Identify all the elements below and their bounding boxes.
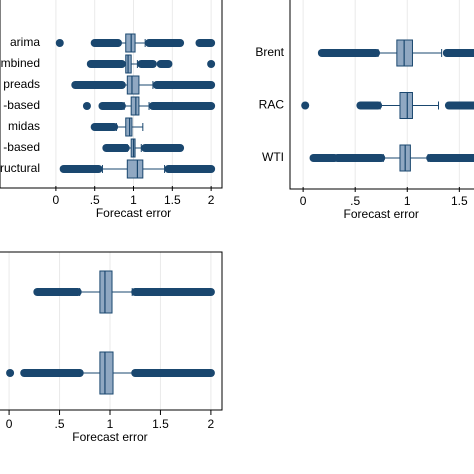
category-label: mbined bbox=[1, 56, 40, 70]
outlier bbox=[55, 39, 64, 47]
x-tick-label: 0 bbox=[53, 193, 60, 207]
x-tick-label: 2 bbox=[208, 193, 215, 207]
x-tick-label: 1.5 bbox=[164, 193, 181, 207]
box bbox=[130, 96, 140, 116]
outlier bbox=[82, 102, 91, 110]
box bbox=[126, 75, 140, 95]
category-label: preads bbox=[3, 77, 40, 91]
x-tick-label: .5 bbox=[55, 417, 65, 431]
category-label: Brent bbox=[255, 45, 284, 59]
x-tick-label: 1.5 bbox=[451, 194, 468, 208]
category-label: RAC bbox=[259, 98, 285, 112]
category-label: -based bbox=[3, 140, 40, 154]
x-tick-label: 1.5 bbox=[152, 417, 169, 431]
x-axis-title: Forecast error bbox=[72, 430, 147, 444]
x-tick-label: 1 bbox=[107, 417, 114, 431]
outlier bbox=[6, 369, 15, 377]
outlier bbox=[207, 60, 216, 68]
plot-frame bbox=[0, 0, 223, 189]
x-tick-label: 0 bbox=[6, 417, 13, 431]
category-label: arima bbox=[10, 35, 40, 49]
x-tick-label: 2 bbox=[208, 417, 215, 431]
category-label: ructural bbox=[0, 161, 40, 175]
x-tick-label: 1 bbox=[130, 193, 137, 207]
x-tick-label: .5 bbox=[350, 194, 360, 208]
box bbox=[126, 159, 144, 179]
x-tick-label: .5 bbox=[90, 193, 100, 207]
box bbox=[99, 270, 113, 314]
category-label: WTI bbox=[262, 150, 284, 164]
x-tick-label: 0 bbox=[300, 194, 307, 208]
plot-frame bbox=[0, 251, 223, 411]
box bbox=[99, 351, 114, 395]
category-label: -based bbox=[3, 98, 40, 112]
x-tick-label: 1 bbox=[404, 194, 411, 208]
outlier bbox=[301, 101, 310, 110]
plot-frame bbox=[289, 0, 474, 190]
box bbox=[125, 117, 133, 137]
x-axis-title: Forecast error bbox=[96, 206, 171, 220]
box bbox=[399, 92, 413, 119]
box bbox=[125, 33, 136, 53]
x-axis-title: Forecast error bbox=[344, 207, 419, 221]
category-label: midas bbox=[8, 119, 40, 133]
